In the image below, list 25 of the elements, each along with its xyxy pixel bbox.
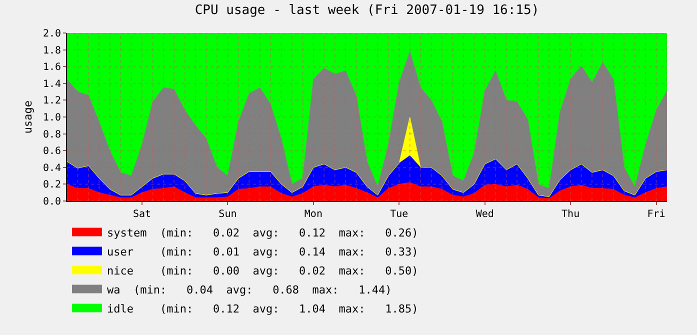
x-tick-label: Fri xyxy=(647,209,666,220)
y-tick-label: 1.2 xyxy=(42,96,61,107)
x-tick-label: Mon xyxy=(304,209,322,220)
legend-label: nice (min: 0.00 avg: 0.02 max: 0.50) xyxy=(107,264,418,278)
y-tick-label: 1.8 xyxy=(42,45,61,56)
legend-label: user (min: 0.01 avg: 0.14 max: 0.33) xyxy=(107,246,418,259)
chart-title: CPU usage - last week (Fri 2007-01-19 16:15) xyxy=(194,3,540,18)
legend-label: wa (min: 0.04 avg: 0.68 max: 1.44) xyxy=(107,284,392,297)
legend-label: system (min: 0.02 avg: 0.12 max: 0.26) xyxy=(107,226,418,240)
y-tick-label: 2.0 xyxy=(42,28,61,40)
y-tick-label: 1.6 xyxy=(42,62,61,74)
y-tick-label: 0.8 xyxy=(42,129,61,140)
y-tick-label: 1.0 xyxy=(42,112,61,124)
y-tick-label: 0.4 xyxy=(42,162,61,174)
y-tick-label: 1.4 xyxy=(42,78,61,90)
x-tick-label: Wed xyxy=(476,209,494,220)
x-tick-label: Thu xyxy=(562,209,580,220)
y-tick-label: 0.6 xyxy=(42,146,61,158)
y-tick-label: 0.2 xyxy=(42,180,61,191)
legend-label: idle (min: 0.12 avg: 1.04 max: 1.85) xyxy=(107,302,418,316)
x-tick-label: Sun xyxy=(218,209,237,220)
y-tick-label: 0.0 xyxy=(42,196,61,208)
x-tick-label: Sat xyxy=(132,209,152,220)
x-tick-label: Tue xyxy=(390,209,408,220)
y-axis-title: usage xyxy=(22,100,35,134)
